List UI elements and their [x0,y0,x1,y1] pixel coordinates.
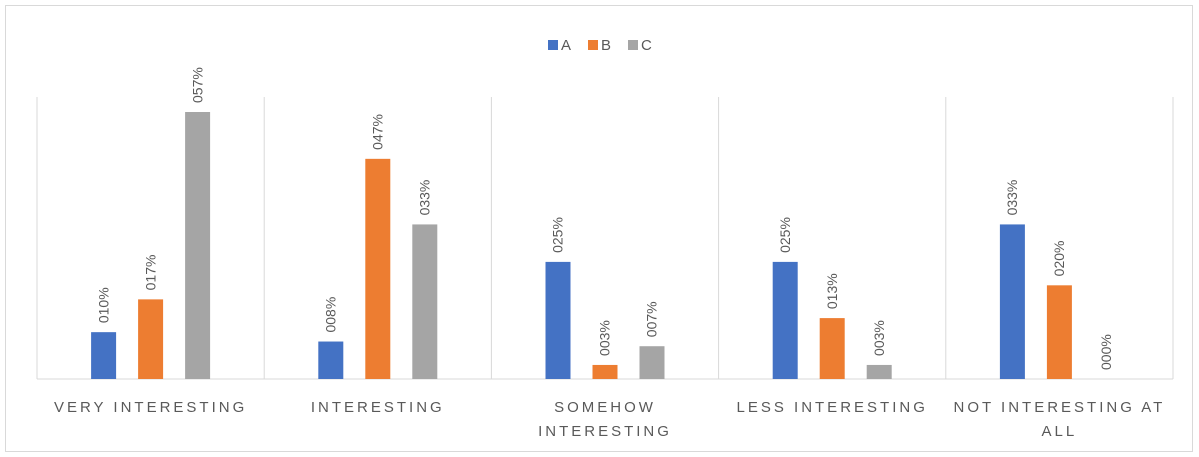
value-label: 000% [1098,334,1114,370]
x-tick-label: NOT INTERESTING AT ALL [953,399,1166,440]
bar [365,158,391,379]
bar [639,346,665,379]
value-label: 007% [644,301,660,337]
bar [819,318,845,379]
bar [412,224,438,379]
bar [592,364,618,379]
value-label: 047% [370,114,386,150]
bar [1046,285,1072,379]
bar [772,261,798,379]
value-label: 017% [142,255,158,291]
bar [999,224,1025,379]
legend-swatch [548,40,558,50]
bar [138,299,164,379]
legend-label: C [641,37,652,54]
value-label: 025% [550,217,566,253]
value-label: 003% [597,320,613,356]
x-tick-label: SOMEHOW INTERESTING [538,399,672,440]
legend-swatch [588,40,598,50]
value-label: 020% [1051,241,1067,277]
value-label: 008% [323,297,339,333]
bar [318,341,344,379]
legend-label: A [561,37,571,54]
value-label: 057% [189,67,205,103]
value-label: 033% [1004,180,1020,216]
x-tick-label: LESS INTERESTING [736,399,928,416]
value-label: 010% [95,287,111,323]
value-label: 025% [777,217,793,253]
value-label: 033% [417,180,433,216]
x-tick-label: VERY INTERESTING [53,399,248,416]
value-label: 003% [871,320,887,356]
bar [545,261,571,379]
bar [866,364,892,379]
bar [91,332,117,379]
legend-swatch [628,40,638,50]
legend-label: B [601,37,611,54]
bar [185,112,211,379]
value-label: 013% [824,273,840,309]
x-tick-label: INTERESTING [310,399,445,416]
